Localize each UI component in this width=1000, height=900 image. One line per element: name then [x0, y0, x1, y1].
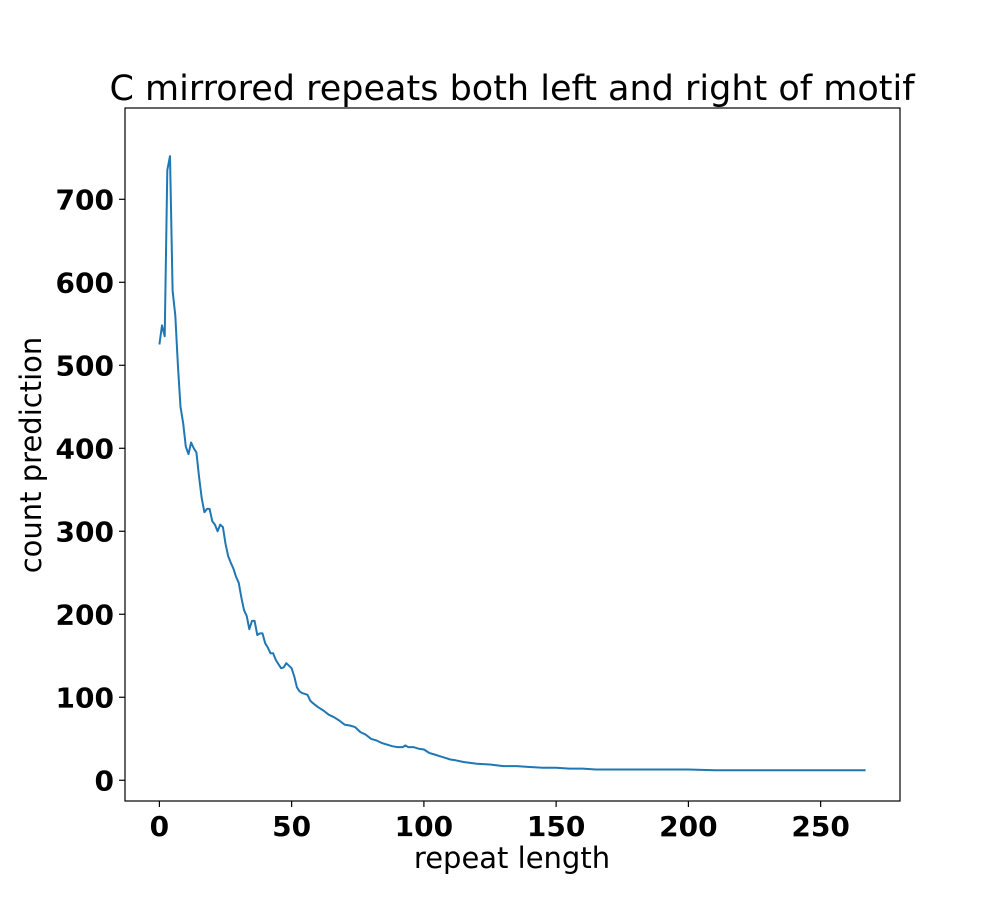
x-tick-label: 250	[791, 810, 849, 843]
y-tick-label: 500	[56, 349, 114, 382]
y-tick-label: 400	[56, 432, 114, 465]
x-tick-label: 50	[272, 810, 311, 843]
y-tick-label: 300	[56, 515, 114, 548]
x-tick-label: 0	[150, 810, 169, 843]
y-tick-label: 100	[56, 681, 114, 714]
x-tick-label: 150	[527, 810, 585, 843]
y-tick-label: 200	[56, 598, 114, 631]
plot-frame	[124, 107, 901, 802]
y-tick-label: 700	[56, 183, 114, 216]
x-tick-label: 200	[659, 810, 717, 843]
chart-title: C mirrored repeats both left and right o…	[109, 69, 915, 109]
x-tick-label: 100	[395, 810, 453, 843]
y-tick-label: 600	[56, 266, 114, 299]
y-tick-label: 0	[95, 764, 114, 797]
plot-area: 0 50 100 150 200 250 0 100 200 300 400 500 600 700	[56, 107, 901, 843]
x-axis-label: repeat length	[414, 841, 610, 875]
series-line	[158, 155, 866, 772]
y-axis-label: count prediction	[14, 337, 48, 574]
